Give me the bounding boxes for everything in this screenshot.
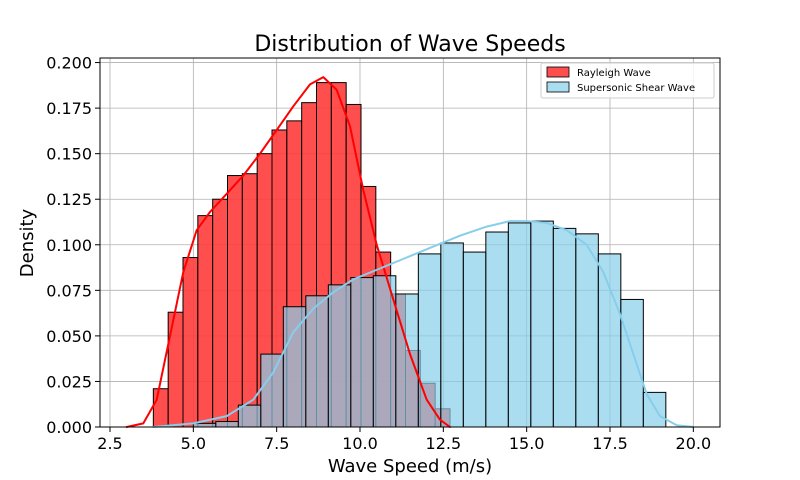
supersonic-bar [260, 353, 284, 428]
y-tick-label: 0.025 [46, 372, 92, 391]
plot-frame [99, 57, 721, 428]
supersonic-bar [462, 251, 487, 428]
kde-curves [125, 76, 695, 428]
legend-swatch-rayleigh [546, 66, 570, 78]
axis-ticks: 2.5 5.0 7.5 10.0 12.5 15.0 17.5 20.0 0.000 0.025 0… [46, 54, 711, 453]
supersonic-bar [395, 293, 419, 428]
legend: Rayleigh Wave Supersonic Shear Wave [540, 62, 715, 99]
supersonic-bar [350, 277, 374, 428]
rayleigh-bar [197, 215, 214, 428]
supersonic-bar [485, 231, 509, 428]
rayleigh-bar [241, 173, 258, 428]
legend-label-supersonic: Supersonic Shear Wave [577, 83, 695, 94]
x-tick-label: 12.5 [426, 434, 462, 453]
legend-label-rayleigh: Rayleigh Wave [577, 68, 651, 79]
supersonic-bar [282, 306, 307, 428]
supersonic-kde-line [152, 220, 695, 428]
y-tick-label: 0.150 [46, 145, 92, 164]
y-tick-label: 0.000 [46, 418, 92, 437]
rayleigh-bar [182, 257, 199, 428]
x-tick-label: 20.0 [676, 434, 712, 453]
x-tick-label: 2.5 [97, 434, 122, 453]
supersonic-bar [327, 284, 352, 428]
x-axis-label: Wave Speed (m/s) [328, 456, 492, 477]
x-tick-label: 7.5 [264, 434, 289, 453]
supersonic-bar [575, 233, 599, 428]
rayleigh-bar [152, 388, 169, 428]
rayleigh-bar [212, 198, 229, 428]
rayleigh-kde-line [125, 76, 451, 428]
bars [152, 82, 667, 428]
supersonic-bar [417, 253, 442, 428]
supersonic-bar [620, 298, 644, 428]
x-tick-label: 10.0 [342, 434, 378, 453]
rayleigh-bar [227, 175, 243, 428]
chart-title: Distribution of Wave Speeds [254, 32, 565, 57]
y-tick-label: 0.125 [46, 190, 92, 209]
y-tick-label: 0.100 [46, 236, 92, 255]
supersonic-bar [237, 404, 262, 428]
supersonic-bar [192, 422, 217, 428]
supersonic-bar [440, 242, 464, 428]
supersonic-bar [552, 227, 577, 428]
x-tick-label: 5.0 [181, 434, 206, 453]
y-axis-label: Density [17, 208, 38, 277]
x-tick-label: 15.0 [509, 434, 545, 453]
y-tick-label: 0.200 [46, 54, 92, 73]
supersonic-bar [642, 391, 667, 428]
supersonic-bar [530, 220, 554, 428]
supersonic-bar [507, 222, 532, 428]
legend-swatch-supersonic [546, 81, 570, 93]
x-tick-label: 17.5 [592, 434, 628, 453]
supersonic-bar [215, 421, 239, 428]
y-tick-label: 0.075 [46, 281, 92, 300]
y-tick-label: 0.175 [46, 99, 92, 118]
legend-frame [540, 62, 715, 99]
supersonic-bar [305, 295, 329, 428]
y-tick-label: 0.050 [46, 327, 92, 346]
supersonic-bar [597, 253, 622, 428]
